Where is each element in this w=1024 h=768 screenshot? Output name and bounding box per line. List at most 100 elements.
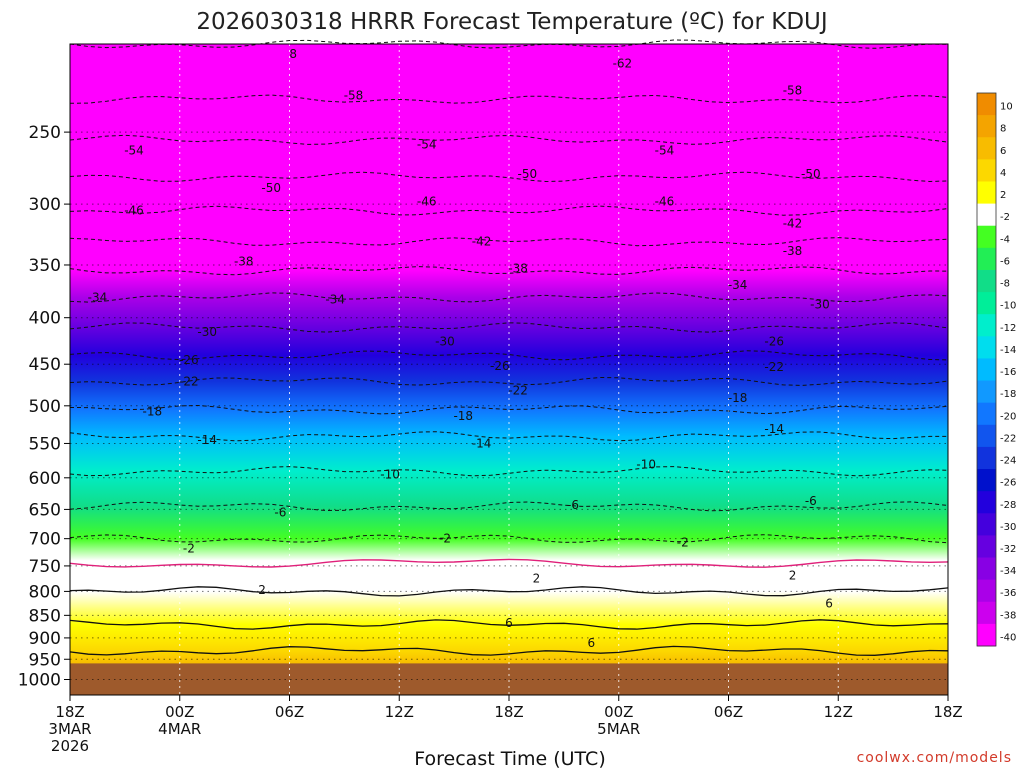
colorbar-swatch <box>977 579 996 603</box>
chart-title: 2026030318 HRRR Forecast Temperature (ºC… <box>196 9 827 35</box>
colorbar-swatch <box>977 557 996 581</box>
contour-label-text: -22 <box>508 384 528 398</box>
contour-label-text: -58 <box>783 84 803 98</box>
colorbar-swatch <box>977 358 996 382</box>
colorbar-swatch <box>977 513 996 536</box>
colorbar-swatch <box>977 446 996 470</box>
contour-label: 6 <box>587 636 595 650</box>
colorbar-swatch <box>977 225 996 249</box>
contour-label-text: -22 <box>179 374 199 388</box>
colorbar-swatch <box>977 380 996 404</box>
colorbar-label: -4 <box>1000 234 1010 245</box>
colorbar-swatch <box>977 314 996 337</box>
contour-label: -42 <box>783 216 803 230</box>
colorbar-label: -6 <box>1000 256 1010 267</box>
x-tick-label: 12Z <box>385 703 414 721</box>
colorbar-swatch <box>977 203 996 227</box>
contour-label: -58 <box>344 89 364 103</box>
y-tick-label: 450 <box>29 355 61 375</box>
contour-label: 8 <box>289 47 297 61</box>
contour-label-text: -14 <box>197 433 217 447</box>
colorbar-swatch <box>977 601 996 625</box>
contour-label: -54 <box>124 144 144 158</box>
contour-label-text: -14 <box>764 422 784 436</box>
contour-label-text: -6 <box>567 498 579 512</box>
colorbar-label: -28 <box>1000 500 1016 511</box>
colorbar-label: 10 <box>1000 102 1013 113</box>
colorbar-label: -36 <box>1000 588 1016 599</box>
x-tick-label: 18Z <box>494 703 523 721</box>
credit-text[interactable]: coolwx.com/models <box>857 750 1012 766</box>
contour-label: -30 <box>435 335 455 349</box>
contour-label-text: 2 <box>533 571 541 585</box>
freezing-line <box>69 558 949 568</box>
contour-label: -38 <box>783 244 803 258</box>
contour-label-text: 8 <box>289 47 297 61</box>
contour-label-text: -38 <box>783 244 803 258</box>
colorbar-label: -38 <box>1000 610 1016 621</box>
colorbar-label: -26 <box>1000 478 1016 489</box>
x-tick-label: 06Z <box>275 703 304 721</box>
colorbar-label: -20 <box>1000 411 1016 422</box>
y-tick-label: 500 <box>29 397 61 417</box>
contour-label-text: 2 <box>258 583 266 597</box>
colorbar-label: 2 <box>1000 190 1006 201</box>
contour-label: -22 <box>508 384 528 398</box>
contour-label: -2 <box>183 542 195 556</box>
isotherm-line <box>69 586 949 597</box>
contour-label-text: -2 <box>677 536 689 550</box>
contour-label: -6 <box>805 494 817 508</box>
y-tick-label: 250 <box>29 123 61 143</box>
colorbar-swatch <box>977 491 996 514</box>
contour-label-text: -10 <box>380 468 400 482</box>
contour-label-text: -42 <box>783 216 803 230</box>
contour-label: -18 <box>143 404 163 418</box>
contour-label-text: -58 <box>344 89 364 103</box>
colorbar-swatch <box>977 535 996 559</box>
colorbar-swatch <box>977 336 996 359</box>
colorbar-label: -16 <box>1000 367 1016 378</box>
colorbar-label: -24 <box>1000 456 1016 467</box>
contour-label-text: -2 <box>439 532 451 546</box>
contour-label: -38 <box>508 261 528 275</box>
colorbar-label: -8 <box>1000 279 1010 290</box>
contour-label-text: -30 <box>197 325 217 339</box>
contour-label-text: -62 <box>613 56 633 70</box>
contour-label: -2 <box>677 536 689 550</box>
contour-label: -34 <box>728 278 748 292</box>
contour-label: -6 <box>567 498 579 512</box>
contour-label: -50 <box>801 167 821 181</box>
y-tick-label: 350 <box>29 256 61 276</box>
contour-label-text: -54 <box>417 138 437 152</box>
contour-label: -10 <box>380 468 400 482</box>
contour-label: -54 <box>417 138 437 152</box>
colorbar: 10 8 6 4 2 -2 -4 -6 -8 -10 -12 -14 -16 -18 -20 -22 -24 -2… <box>976 92 1016 647</box>
contour-label: -34 <box>325 293 345 307</box>
contour-label-text: -34 <box>325 293 345 307</box>
contour-label-text: -50 <box>261 181 281 195</box>
contour-label-text: -14 <box>472 436 492 450</box>
contour-label: -14 <box>472 436 492 450</box>
colorbar-swatch <box>977 181 996 205</box>
colorbar-label: -12 <box>1000 323 1016 334</box>
contour-label: 2 <box>258 583 266 597</box>
y-tick-label: 950 <box>29 650 61 670</box>
contour-label-text: -6 <box>805 494 817 508</box>
colorbar-swatch <box>977 247 996 271</box>
contour-label-text: -38 <box>508 261 528 275</box>
colorbar-label: -30 <box>1000 522 1016 533</box>
contour-label: -30 <box>197 325 217 339</box>
contour-label-text: -34 <box>88 290 108 304</box>
colorbar-label: 8 <box>1000 124 1006 135</box>
y-tick-label: 700 <box>29 530 61 550</box>
contour-label-text: -50 <box>517 167 537 181</box>
contour-label-text: -54 <box>655 144 675 158</box>
x-tick-label: 5MAR <box>597 720 640 738</box>
isotherm-line <box>69 645 949 656</box>
x-tick-label: 4MAR <box>158 720 201 738</box>
contour-label: -46 <box>124 204 144 218</box>
contour-label: -30 <box>810 298 830 312</box>
isotherm-line <box>69 619 949 630</box>
